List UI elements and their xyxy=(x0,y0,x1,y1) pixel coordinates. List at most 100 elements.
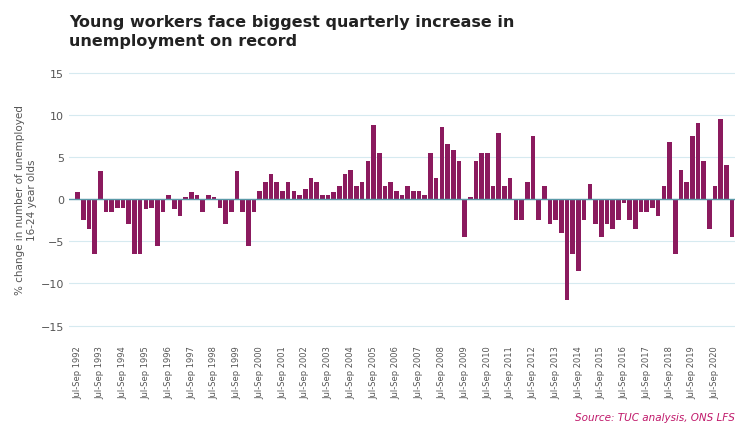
Bar xyxy=(297,196,302,200)
Bar xyxy=(485,153,490,200)
Bar xyxy=(138,200,142,254)
Bar xyxy=(224,200,228,225)
Bar xyxy=(576,200,580,271)
Bar xyxy=(121,200,125,208)
Bar xyxy=(365,162,370,200)
Bar xyxy=(246,200,250,246)
Bar xyxy=(616,200,621,221)
Bar xyxy=(496,134,501,200)
Bar xyxy=(503,187,507,200)
Bar xyxy=(303,190,307,200)
Bar xyxy=(274,183,279,200)
Bar xyxy=(360,183,364,200)
Bar xyxy=(382,187,387,200)
Bar xyxy=(730,200,734,238)
Bar xyxy=(604,200,609,225)
Bar xyxy=(548,200,552,225)
Bar xyxy=(263,183,268,200)
Bar xyxy=(525,183,530,200)
Bar xyxy=(229,200,233,212)
Bar xyxy=(690,137,694,200)
Bar xyxy=(508,178,512,200)
Bar xyxy=(627,200,632,221)
Bar xyxy=(308,178,314,200)
Bar xyxy=(582,200,586,221)
Bar xyxy=(206,196,211,200)
Bar xyxy=(468,197,472,200)
Bar xyxy=(286,183,290,200)
Bar xyxy=(195,196,200,200)
Bar xyxy=(673,200,677,254)
Text: Young workers face biggest quarterly increase in
unemployment on record: Young workers face biggest quarterly inc… xyxy=(69,15,514,49)
Bar xyxy=(679,170,683,200)
Bar xyxy=(462,200,467,238)
Text: Source: TUC analysis, ONS LFS: Source: TUC analysis, ONS LFS xyxy=(575,412,735,422)
Bar xyxy=(211,197,217,200)
Bar xyxy=(189,193,194,200)
Bar xyxy=(132,200,136,254)
Bar xyxy=(200,200,205,212)
Bar xyxy=(587,184,592,200)
Bar xyxy=(536,200,541,221)
Bar xyxy=(81,200,86,221)
Bar xyxy=(633,200,638,229)
Bar xyxy=(519,200,524,221)
Bar xyxy=(684,183,689,200)
Bar xyxy=(75,193,80,200)
Bar xyxy=(718,120,723,200)
Bar xyxy=(326,196,330,200)
Bar xyxy=(292,191,296,200)
Bar xyxy=(280,191,285,200)
Bar xyxy=(349,170,353,200)
Bar xyxy=(433,178,439,200)
Bar xyxy=(217,200,222,208)
Bar xyxy=(724,166,729,200)
Bar xyxy=(405,187,410,200)
Bar xyxy=(332,193,336,200)
Bar xyxy=(707,200,712,229)
Bar xyxy=(490,187,496,200)
Bar xyxy=(371,126,376,200)
Bar xyxy=(172,200,177,210)
Bar xyxy=(394,191,399,200)
Bar xyxy=(377,153,382,200)
Bar xyxy=(644,200,649,212)
Bar xyxy=(86,200,92,229)
Bar xyxy=(701,162,706,200)
Bar xyxy=(514,200,518,221)
Bar xyxy=(457,162,461,200)
Bar xyxy=(178,200,182,216)
Bar xyxy=(474,162,478,200)
Bar xyxy=(160,200,165,212)
Bar xyxy=(240,200,245,212)
Bar xyxy=(554,200,558,221)
Bar xyxy=(98,172,103,200)
Bar xyxy=(656,200,661,216)
Bar xyxy=(599,200,604,238)
Bar xyxy=(252,200,257,212)
Bar xyxy=(530,137,536,200)
Bar xyxy=(155,200,160,246)
Bar xyxy=(354,187,358,200)
Bar xyxy=(417,191,422,200)
Bar xyxy=(571,200,575,254)
Bar xyxy=(712,187,718,200)
Bar xyxy=(622,200,626,204)
Bar xyxy=(479,153,484,200)
Bar xyxy=(343,174,347,200)
Bar xyxy=(451,151,455,200)
Bar xyxy=(268,174,274,200)
Bar xyxy=(92,200,97,254)
Bar xyxy=(422,196,427,200)
Bar xyxy=(235,172,239,200)
Bar xyxy=(314,183,319,200)
Bar xyxy=(428,153,433,200)
Bar xyxy=(183,197,188,200)
Bar xyxy=(104,200,108,212)
Bar xyxy=(110,200,114,212)
Bar xyxy=(639,200,644,212)
Bar xyxy=(257,191,262,200)
Bar xyxy=(149,200,154,208)
Bar xyxy=(610,200,615,229)
Bar xyxy=(411,191,416,200)
